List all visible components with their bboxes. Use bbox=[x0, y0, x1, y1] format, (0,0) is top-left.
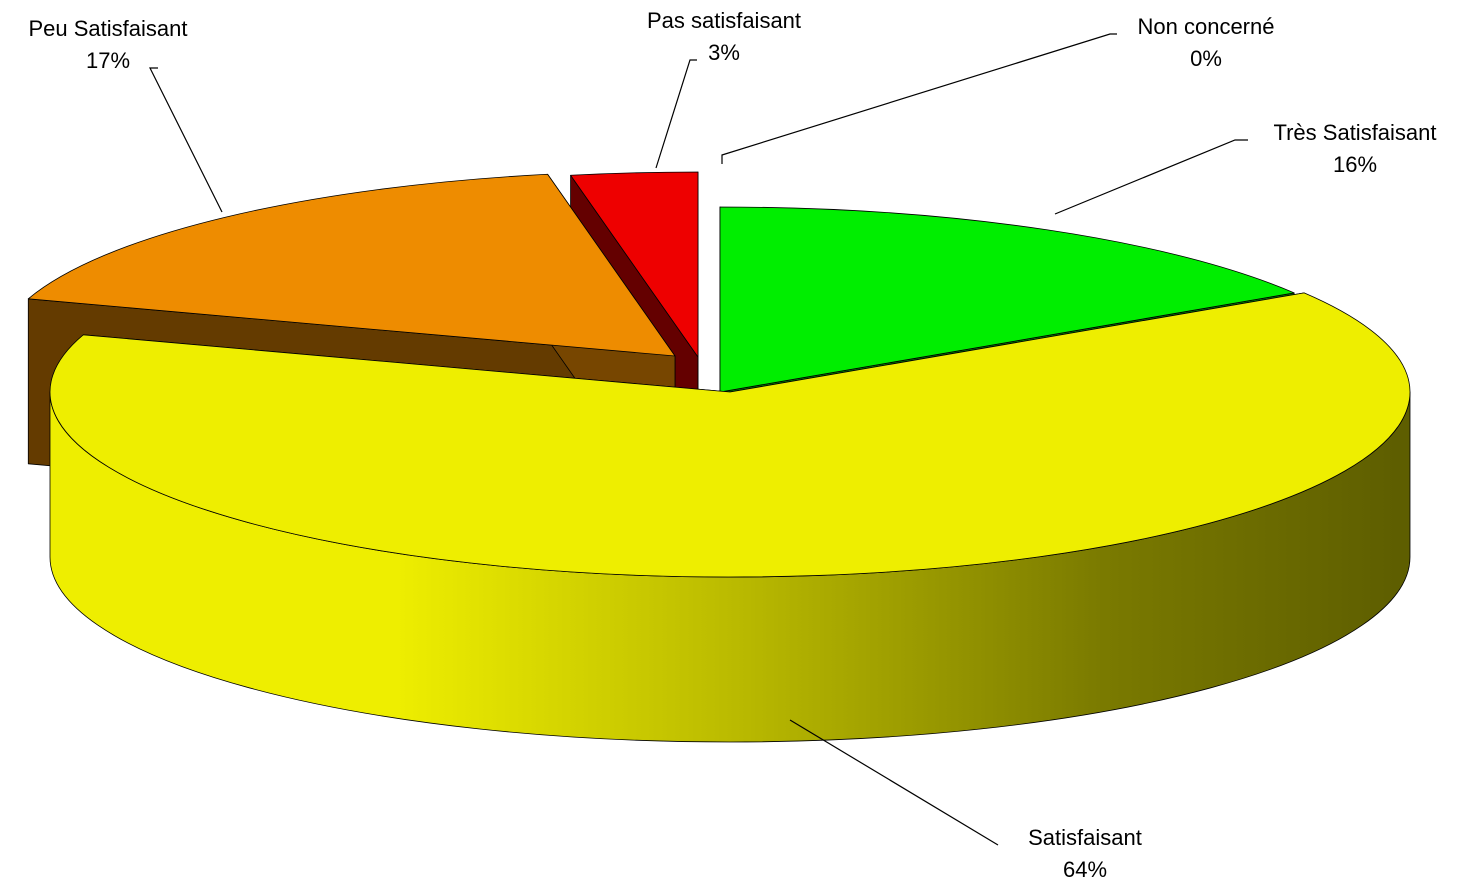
slice-label-2: Satisfaisant 64% bbox=[789, 719, 1142, 882]
slice-value-label: 16% bbox=[1333, 152, 1377, 177]
slice-category-label: Très Satisfaisant bbox=[1273, 120, 1436, 145]
leader-line bbox=[655, 59, 697, 169]
slice-top bbox=[719, 206, 1295, 393]
slice-value-label: 0% bbox=[1190, 46, 1222, 71]
slice-category-label: Peu Satisfaisant bbox=[29, 16, 188, 41]
leader-line bbox=[721, 33, 1117, 164]
slice-label-4: Pas satisfaisant 3% bbox=[647, 8, 801, 169]
slice-top bbox=[27, 173, 676, 357]
leader-line bbox=[149, 67, 223, 213]
slice-label-3: Peu Satisfaisant 17% bbox=[29, 16, 223, 213]
slice-label-5: Non concerné 0% bbox=[721, 14, 1275, 164]
slice-category-label: Non concerné bbox=[1138, 14, 1275, 39]
slice-category-label: Satisfaisant bbox=[1028, 825, 1142, 850]
leader-line bbox=[789, 719, 999, 846]
slice-value-label: 64% bbox=[1063, 857, 1107, 882]
slice-label-1: Très Satisfaisant 16% bbox=[1054, 120, 1437, 215]
slice-labels: Très Satisfaisant 16% Satisfaisant 64% Peu S… bbox=[29, 8, 1437, 882]
slice-top bbox=[49, 292, 1411, 578]
leader-line bbox=[1054, 139, 1248, 215]
slice-category-label: Pas satisfaisant bbox=[647, 8, 801, 33]
pie-slices bbox=[27, 171, 1411, 743]
slice-value-label: 3% bbox=[708, 40, 740, 65]
slice-value-label: 17% bbox=[86, 48, 130, 73]
slice-2 bbox=[49, 292, 1411, 743]
slice-top bbox=[570, 171, 699, 358]
